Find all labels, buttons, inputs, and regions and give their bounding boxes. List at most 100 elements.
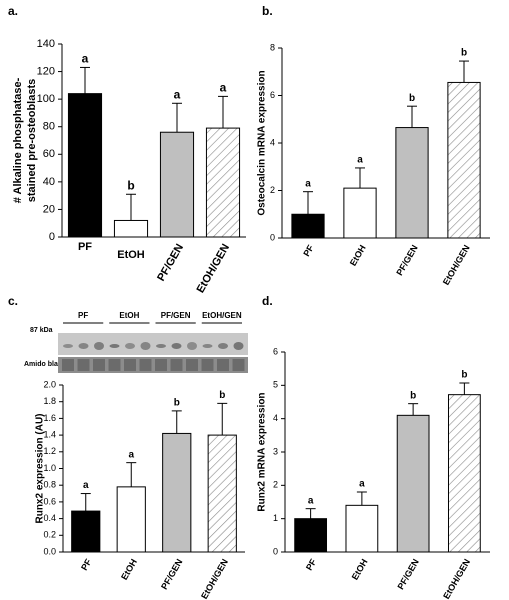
x-tick-label: PF/GEN xyxy=(395,557,420,591)
x-tick-label: PF/GEN xyxy=(394,243,419,277)
y-axis-label: Runx2 mRNA expression xyxy=(257,392,268,511)
stain-lane xyxy=(201,359,214,371)
significance-letter: a xyxy=(359,479,365,490)
significance-letter: a xyxy=(83,480,89,491)
blot-band xyxy=(78,343,89,349)
blot-band xyxy=(218,343,228,349)
significance-letter: a xyxy=(220,81,227,95)
bar xyxy=(447,394,481,553)
y-tick-label: 0.2 xyxy=(43,530,56,540)
bar xyxy=(291,213,325,239)
stain-lane xyxy=(124,359,136,371)
y-axis-label: Runx2 expression (AU) xyxy=(35,413,46,523)
blot-image xyxy=(58,333,248,355)
x-tick-label: PF/GEN xyxy=(155,242,186,284)
bar xyxy=(396,414,430,553)
y-tick-label: 2 xyxy=(270,185,275,195)
y-tick-label: 40 xyxy=(43,176,55,188)
y-tick-label: 1.8 xyxy=(43,396,56,406)
blot-band xyxy=(202,344,213,348)
stain-lane xyxy=(170,359,183,371)
y-tick-label: 5 xyxy=(273,380,278,390)
panel-label: a. xyxy=(8,4,18,18)
bar xyxy=(343,187,377,239)
bar xyxy=(205,127,241,238)
y-tick-label: 1.4 xyxy=(43,429,56,439)
blot-group-label: EtOH/GEN xyxy=(202,311,242,320)
blot-stain-label: Amido black xyxy=(24,361,66,368)
bar xyxy=(207,434,237,553)
y-axis-label: stained pre-osteoblasts xyxy=(26,79,38,202)
panel-label: b. xyxy=(262,4,273,18)
stain-lane xyxy=(232,359,245,371)
x-tick-label: EtOH/GEN xyxy=(441,557,472,600)
stain-lane xyxy=(108,359,121,371)
significance-letter: a xyxy=(305,178,311,189)
y-tick-label: 1.2 xyxy=(43,446,56,456)
y-tick-label: 0.6 xyxy=(43,496,56,506)
significance-letter: a xyxy=(82,52,89,66)
x-tick-label: PF xyxy=(301,243,316,258)
y-tick-label: 2 xyxy=(273,480,278,490)
blot-band xyxy=(109,344,120,348)
stain-lane xyxy=(139,359,152,371)
stain-lane xyxy=(62,359,74,371)
bar xyxy=(345,504,379,553)
x-tick-label: EtOH xyxy=(348,243,368,267)
x-tick-label: EtOH xyxy=(117,249,145,261)
bar xyxy=(162,432,192,553)
significance-letter: b xyxy=(409,93,415,104)
x-tick-label: EtOH xyxy=(119,557,139,581)
y-tick-label: 0.4 xyxy=(43,513,56,523)
blot-mw-label: 87 kDa xyxy=(30,327,53,334)
significance-letter: b xyxy=(219,390,225,401)
x-tick-label: PF xyxy=(79,557,94,572)
stain-image xyxy=(58,357,248,373)
blot-band xyxy=(140,342,151,350)
significance-letter: b xyxy=(461,370,467,381)
y-tick-label: 6 xyxy=(270,90,275,100)
stain-lane xyxy=(93,359,105,371)
y-tick-label: 100 xyxy=(37,93,55,105)
y-tick-label: 3 xyxy=(273,446,278,456)
significance-letter: b xyxy=(461,48,467,59)
y-tick-label: 0.0 xyxy=(43,546,56,556)
stain-lane xyxy=(186,359,198,371)
y-tick-label: 0 xyxy=(270,232,275,242)
y-tick-label: 1 xyxy=(273,513,278,523)
blot-band xyxy=(125,343,135,349)
y-tick-label: 0 xyxy=(49,231,55,243)
blot-band xyxy=(63,344,73,348)
stain-lane xyxy=(155,359,167,371)
blot-group-label: PF xyxy=(78,311,88,320)
bar xyxy=(113,219,149,238)
blot-band xyxy=(94,342,104,350)
y-tick-label: 80 xyxy=(43,121,55,133)
x-tick-label: EtOH/GEN xyxy=(195,242,233,295)
significance-letter: b xyxy=(127,178,134,192)
y-axis-label: # Alkaline phosphatase- xyxy=(12,77,24,203)
blot-band xyxy=(156,344,166,348)
blot-group-label: PF/GEN xyxy=(161,311,191,320)
blot-band xyxy=(187,342,197,350)
x-tick-label: PF/GEN xyxy=(159,557,184,591)
blot-band xyxy=(233,342,244,350)
y-tick-label: 1.6 xyxy=(43,413,56,423)
y-tick-label: 4 xyxy=(270,137,275,147)
stain-lane xyxy=(77,359,90,371)
y-tick-label: 1.0 xyxy=(43,463,56,473)
bar xyxy=(395,127,429,239)
y-tick-label: 0.8 xyxy=(43,480,56,490)
y-tick-label: 2.0 xyxy=(43,379,56,389)
y-tick-label: 6 xyxy=(273,346,278,356)
significance-letter: b xyxy=(410,390,416,401)
y-tick-label: 120 xyxy=(37,65,55,77)
significance-letter: b xyxy=(174,398,180,409)
y-axis-label: Osteocalcin mRNA expression xyxy=(257,70,268,215)
significance-letter: a xyxy=(357,155,363,166)
x-tick-label: EtOH/GEN xyxy=(199,557,230,600)
panel-label: c. xyxy=(8,294,18,308)
stain-lane xyxy=(217,359,229,371)
x-tick-label: EtOH xyxy=(350,557,370,581)
